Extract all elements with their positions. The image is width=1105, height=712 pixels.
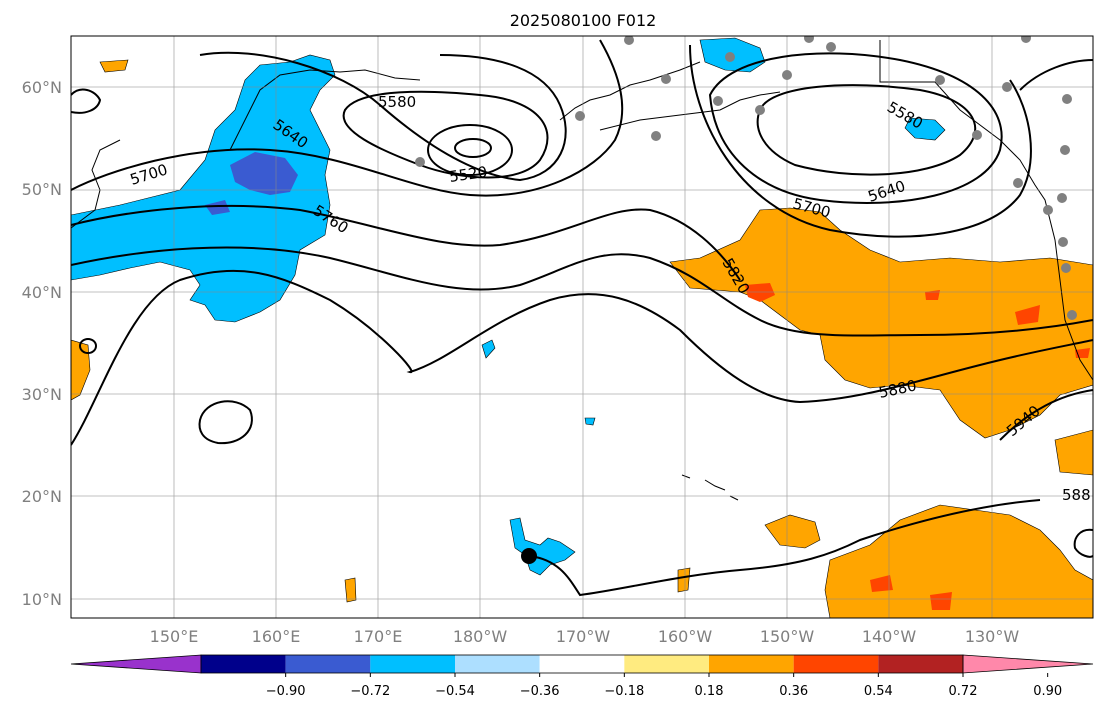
contour-closed-small-1: [198, 400, 253, 445]
contour-5820-main: [71, 246, 1093, 337]
station-marker: [1061, 263, 1071, 273]
station-markers: [415, 36, 1077, 320]
graticule: [71, 36, 1093, 618]
station-marker: [575, 111, 585, 121]
colorbar: [70, 654, 1094, 674]
colorbar-segment: [285, 655, 371, 673]
lon-label: 140°W: [862, 627, 917, 646]
lon-label: 170°W: [556, 627, 611, 646]
colorbar-segment: [793, 655, 879, 673]
contour-5880-main: [71, 269, 1093, 446]
colorbar-tick-label: 0.90: [1033, 684, 1062, 699]
colorbar-extend-high: [962, 654, 1094, 674]
colorbar-tick-label: 0.72: [949, 684, 978, 699]
map-frame-border: [70, 35, 1094, 619]
contour-5940-east: [999, 389, 1093, 441]
contour-low-closed-2: [427, 124, 513, 176]
lon-label: 180°W: [453, 627, 508, 646]
colorbar-labels: −0.90 −0.72 −0.54 −0.36 −0.18 0.18 0.36 0.54 0.7…: [266, 673, 1062, 699]
station-marker: [651, 131, 661, 141]
lat-label: 40°N: [22, 283, 62, 302]
station-marker: [624, 36, 634, 45]
station-marker: [1058, 237, 1068, 247]
contour-alaska-low-5580: [756, 84, 977, 176]
station-marker: [804, 36, 814, 43]
colorbar-segment: [201, 655, 286, 673]
storm-center-marker: [521, 548, 537, 564]
station-marker: [1021, 36, 1031, 43]
contour-label: 5520: [448, 163, 488, 186]
station-marker: [1043, 205, 1053, 215]
colorbar-tick-label: −0.18: [604, 684, 644, 699]
colorbar-tick-label: −0.72: [350, 684, 390, 699]
station-marker: [725, 52, 735, 62]
lon-label: 130°W: [965, 627, 1020, 646]
strong-positive-anomaly-shading: [745, 283, 1090, 610]
latitude-labels: 60°N 50°N 40°N 30°N 20°N 10°N: [22, 78, 62, 609]
colorbar-tick-label: 0.18: [695, 684, 724, 699]
contour-5580-west: [342, 90, 549, 179]
contour-west-edge: [71, 88, 102, 114]
colorbar-tick-label: −0.36: [520, 684, 560, 699]
contour-alaska-low-5640: [708, 52, 1003, 204]
longitude-labels: 150°E 160°E 170°E 180°W 170°W 160°W 150°…: [150, 627, 1020, 646]
lat-label: 30°N: [22, 385, 62, 404]
contour-alaska-low-5700: [689, 44, 1032, 238]
colorbar-segment: [370, 655, 455, 673]
contour-east-ridge: [1019, 59, 1093, 91]
station-marker: [1002, 82, 1012, 92]
lon-label: 170°E: [354, 627, 403, 646]
colorbar-tick-label: 0.36: [779, 684, 808, 699]
contour-closed-small-2: [79, 338, 97, 354]
colorbar-tick-label: −0.54: [435, 684, 475, 699]
height-contours: [71, 39, 1093, 597]
station-marker: [1013, 178, 1023, 188]
lon-label: 150°W: [760, 627, 815, 646]
contour-5760-west: [71, 205, 741, 281]
map-area: 5580 5520 5640 5700 5760 5580 5640 5700 …: [71, 36, 1093, 618]
colorbar-segment: [539, 655, 625, 673]
station-marker: [782, 70, 792, 80]
lat-label: 10°N: [22, 590, 62, 609]
station-marker: [1060, 145, 1070, 155]
lon-label: 150°E: [150, 627, 199, 646]
station-marker: [1062, 94, 1072, 104]
contour-5700-west: [71, 39, 624, 197]
colorbar-segment: [624, 655, 709, 673]
lat-label: 20°N: [22, 487, 62, 506]
map-title: 2025080100 F012: [510, 11, 657, 30]
colorbar-segment: [455, 655, 540, 673]
station-marker: [661, 74, 671, 84]
contour-label: 588: [1062, 486, 1091, 504]
contour-se-closed: [1073, 528, 1093, 558]
contour-5880-south: [529, 499, 1041, 597]
station-marker: [1067, 310, 1077, 320]
station-marker: [755, 105, 765, 115]
strong-negative-anomaly-shading: [205, 152, 298, 215]
contour-label: 5580: [378, 93, 416, 111]
lat-label: 60°N: [22, 78, 62, 97]
station-marker: [415, 157, 425, 167]
station-marker: [935, 75, 945, 85]
colorbar-extend-low: [70, 654, 202, 674]
colorbar-tick-label: −0.90: [266, 684, 306, 699]
colorbar-tick-label: 0.54: [864, 684, 893, 699]
colorbar-border: [200, 654, 964, 674]
lon-label: 160°E: [252, 627, 301, 646]
colorbar-segment: [709, 655, 794, 673]
station-marker: [1057, 193, 1067, 203]
station-marker: [826, 42, 836, 52]
station-marker: [713, 96, 723, 106]
station-marker: [972, 130, 982, 140]
lat-label: 50°N: [22, 180, 62, 199]
contour-5640-west: [199, 51, 567, 182]
lon-label: 160°W: [658, 627, 713, 646]
colorbar-segment: [878, 655, 963, 673]
contour-low-closed-1: [454, 138, 492, 158]
